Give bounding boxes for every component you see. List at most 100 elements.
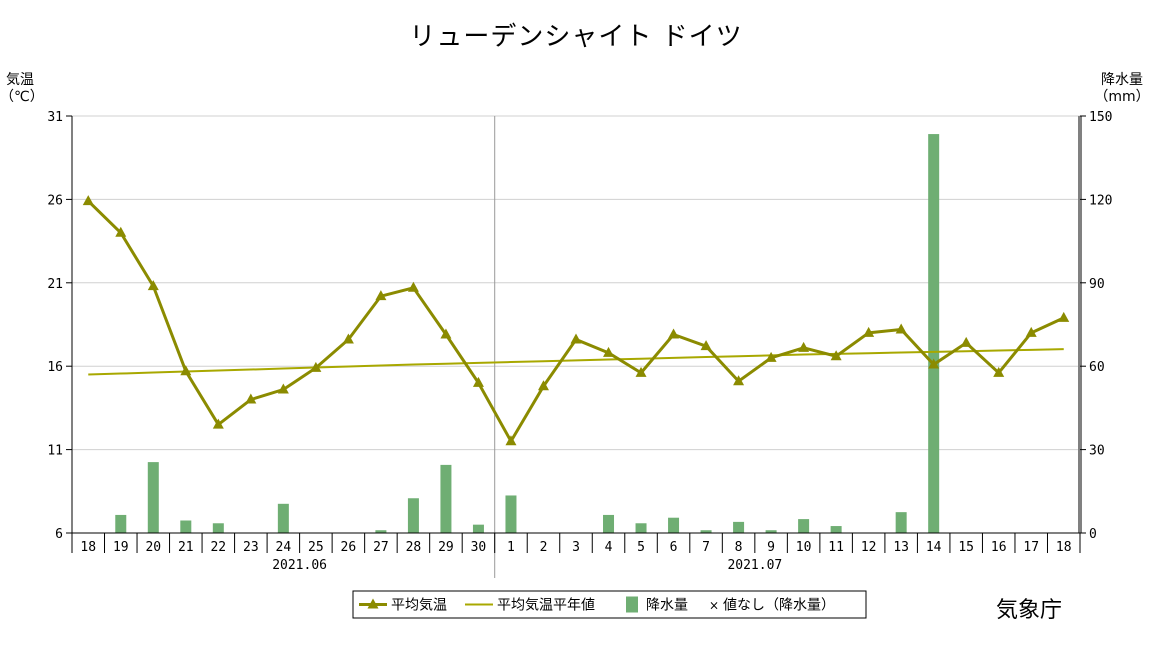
avg-temp-marker xyxy=(440,328,452,339)
precip-bar xyxy=(505,495,517,533)
avg-temp-line xyxy=(87,199,1065,445)
precip-bar xyxy=(700,530,712,533)
precip-bar xyxy=(440,464,452,533)
x-tick-label: 17 xyxy=(1023,540,1039,555)
left-axis-title-line2: （℃） xyxy=(0,89,44,105)
precip-bar xyxy=(407,498,419,533)
avg-temp-marker xyxy=(603,346,615,357)
left-tick-label: 21 xyxy=(47,277,63,292)
legend-box xyxy=(352,590,867,619)
right-tick-label: 120 xyxy=(1089,193,1112,208)
x-tick-label: 3 xyxy=(572,540,580,555)
avg-temp-marker xyxy=(342,333,354,344)
precip-bar xyxy=(115,514,127,533)
right-axis-title-line2: （mm） xyxy=(1094,89,1150,105)
avg-temp-marker xyxy=(407,281,419,292)
x-tick-label: 16 xyxy=(991,540,1007,555)
right-axis-title: 降水量 （mm） xyxy=(1092,72,1152,106)
precip-bar xyxy=(277,503,289,533)
precip-bar xyxy=(928,134,940,533)
avg-temp-marker xyxy=(147,280,159,291)
precip-bar xyxy=(603,514,615,533)
right-tick-label: 150 xyxy=(1089,110,1112,125)
precip-bar xyxy=(830,526,842,533)
avg-temp-marker xyxy=(115,226,127,237)
precip-bar xyxy=(895,512,907,533)
left-axis-title: 気温 （℃） xyxy=(0,72,44,106)
x-tick-label: 18 xyxy=(80,540,96,555)
precip-bar xyxy=(472,524,484,533)
precip-bar xyxy=(212,523,224,533)
x-tick-label: 5 xyxy=(637,540,645,555)
avg-temp-marker xyxy=(82,195,94,206)
chart-title: リューデンシャイト ドイツ xyxy=(409,22,743,52)
precip-bar xyxy=(635,523,647,533)
legend-temp-marker xyxy=(367,598,379,609)
right-tick-label: 90 xyxy=(1089,277,1105,292)
right-tick-label: 0 xyxy=(1089,527,1097,542)
right-tick-label: 60 xyxy=(1089,360,1105,375)
legend-normal-label: 平均気温平年値 xyxy=(497,598,595,614)
avg-temp-marker xyxy=(1058,311,1070,322)
avg-temp-marker xyxy=(1025,326,1037,337)
avg-temp-marker xyxy=(700,340,712,351)
agency-label: 気象庁 xyxy=(996,598,1063,623)
x-tick-label: 6 xyxy=(670,540,678,555)
precip-bar xyxy=(798,519,810,533)
avg-temp-marker xyxy=(537,380,549,391)
x-tick-label: 19 xyxy=(113,540,129,555)
x-tick-label: 27 xyxy=(373,540,389,555)
left-tick-label: 11 xyxy=(47,444,63,459)
x-tick-label: 30 xyxy=(471,540,487,555)
legend-missing-symbol: × xyxy=(709,599,719,613)
avg-temp-marker xyxy=(570,333,582,344)
x-tick-label: 21 xyxy=(178,540,194,555)
avg-temp-marker xyxy=(830,350,842,361)
month-label: 2021.06 xyxy=(272,558,327,573)
left-tick-label: 16 xyxy=(47,360,63,375)
avg-temp-marker xyxy=(668,328,680,339)
x-tick-label: 8 xyxy=(735,540,743,555)
x-tick-label: 15 xyxy=(958,540,974,555)
x-tick-label: 18 xyxy=(1056,540,1072,555)
avg-temp-marker xyxy=(993,366,1005,377)
right-tick-label: 30 xyxy=(1089,444,1105,459)
x-tick-label: 11 xyxy=(828,540,844,555)
avg-temp-marker xyxy=(733,375,745,386)
month-label: 2021.07 xyxy=(727,558,782,573)
x-tick-label: 24 xyxy=(276,540,292,555)
avg-temp-marker xyxy=(375,290,387,301)
avg-temp-marker xyxy=(960,336,972,347)
x-tick-label: 9 xyxy=(767,540,775,555)
precip-bar xyxy=(180,520,192,533)
precip-bar xyxy=(765,530,777,533)
avg-temp-marker xyxy=(245,393,257,404)
x-tick-label: 7 xyxy=(702,540,710,555)
legend-missing-label: 値なし（降水量） xyxy=(723,598,835,614)
x-tick-label: 25 xyxy=(308,540,324,555)
legend-temp-label: 平均気温 xyxy=(391,598,447,614)
avg-temp-marker xyxy=(212,418,224,429)
legend-precip-swatch xyxy=(626,596,638,613)
precip-bar xyxy=(147,462,159,533)
right-axis-title-line1: 降水量 xyxy=(1101,72,1143,88)
avg-temp-marker xyxy=(635,366,647,377)
x-tick-label: 10 xyxy=(796,540,812,555)
normal-temp-line xyxy=(88,348,1064,376)
avg-temp-marker xyxy=(895,323,907,334)
precip-bar xyxy=(733,521,745,533)
x-tick-label: 2 xyxy=(540,540,548,555)
left-tick-label: 26 xyxy=(47,193,63,208)
avg-temp-marker xyxy=(277,383,289,394)
avg-temp-marker xyxy=(798,341,810,352)
x-tick-label: 1 xyxy=(507,540,515,555)
x-tick-label: 12 xyxy=(861,540,877,555)
x-tick-label: 14 xyxy=(926,540,942,555)
avg-temp-marker xyxy=(505,435,517,446)
avg-temp-marker xyxy=(863,326,875,337)
x-tick-label: 4 xyxy=(605,540,613,555)
avg-temp-marker xyxy=(310,361,322,372)
x-tick-label: 26 xyxy=(341,540,357,555)
